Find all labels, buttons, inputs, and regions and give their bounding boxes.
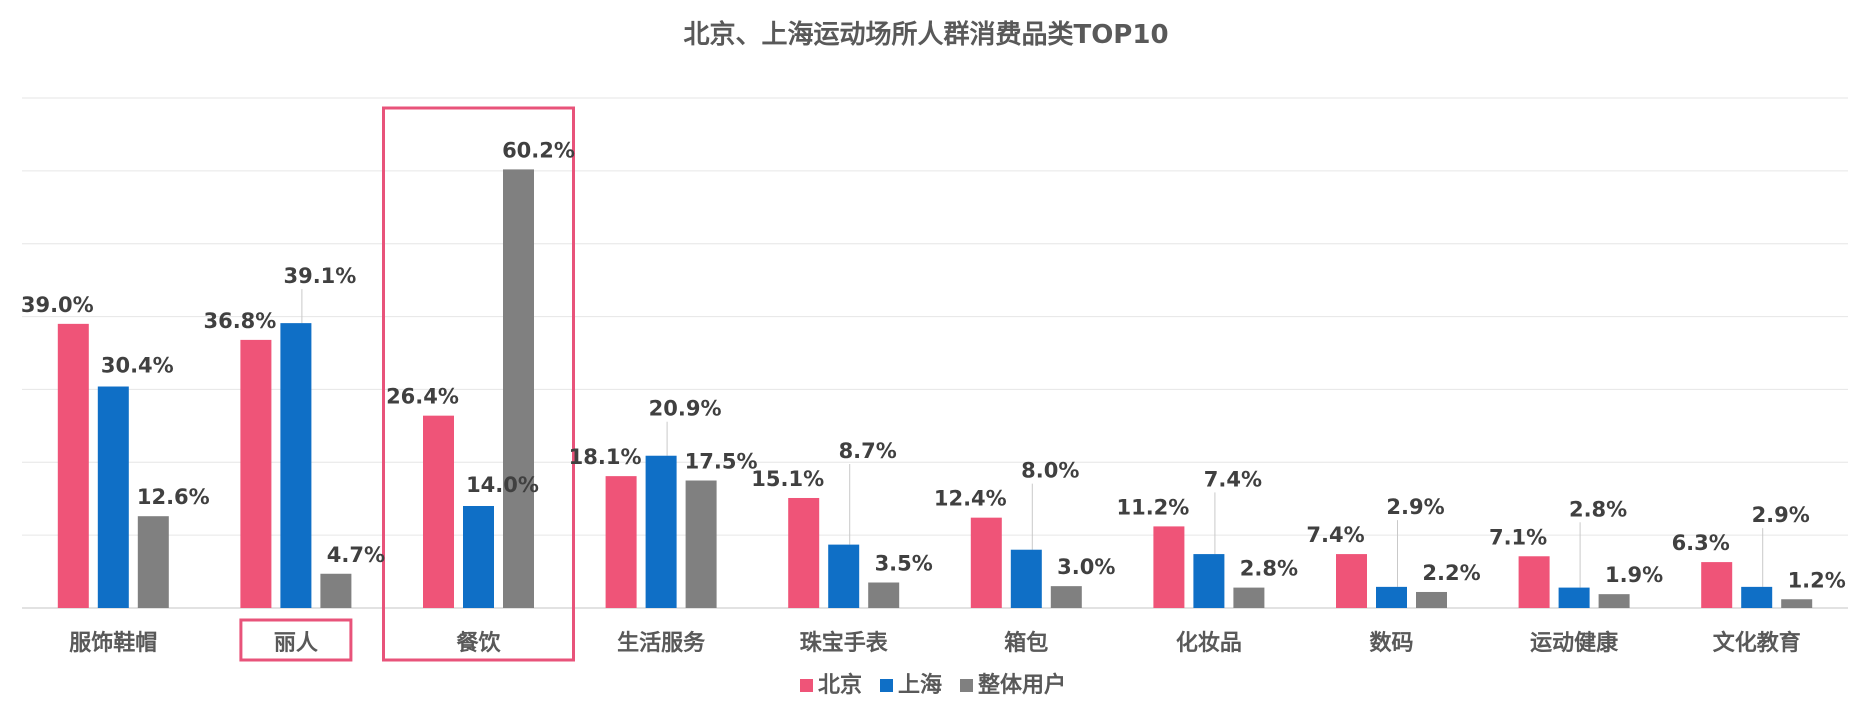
bar-北京-数码 (1336, 554, 1367, 608)
bar-整体用户-珠宝手表 (868, 582, 900, 608)
bar-上海-化妆品 (1193, 554, 1225, 608)
highlight-box-label (239, 618, 353, 662)
category-labels: 服饰鞋帽 丽人 餐饮 生活服务 珠宝手表 箱包 化妆品 数码 运动健康 文化教育 (69, 630, 1800, 656)
value-label: 39.1% (283, 264, 356, 288)
value-label: 39.0% (21, 293, 94, 317)
value-label: 3.0% (1057, 555, 1115, 579)
bar-整体用户-数码 (1416, 591, 1447, 608)
bar-上海-生活服务 (645, 455, 677, 608)
bar-整体用户-餐饮 (503, 169, 534, 608)
value-label: 1.2% (1788, 568, 1846, 592)
bar-上海-数码 (1376, 586, 1407, 608)
category-label: 文化教育 (1713, 630, 1801, 656)
value-labels: 39.0% 30.4% 12.6% 36.8% 39.1% 4.7% 26.4% 14.0% 6… (21, 138, 1846, 592)
value-label: 12.4% (934, 487, 1007, 511)
category-label: 化妆品 (1176, 630, 1242, 656)
value-label: 2.2% (1422, 561, 1480, 585)
bar-北京-珠宝手表 (788, 497, 820, 608)
category-label: 餐饮 (456, 631, 501, 656)
value-label: 30.4% (101, 354, 174, 378)
bar-北京-运动健康 (1518, 556, 1550, 608)
bar-北京-文化教育 (1701, 562, 1733, 608)
bar-整体用户-箱包 (1050, 586, 1082, 608)
bar-北京-化妆品 (1153, 526, 1185, 608)
bar-上海-服饰鞋帽 (97, 386, 129, 608)
bar-上海-箱包 (1010, 549, 1042, 608)
value-label: 12.6% (137, 485, 210, 509)
bar-上海-运动健康 (1558, 587, 1590, 608)
category-label: 服饰鞋帽 (69, 630, 157, 656)
bar-北京-生活服务 (605, 476, 637, 608)
bar-北京-箱包 (970, 517, 1002, 608)
value-label: 8.0% (1021, 459, 1079, 483)
value-label: 8.7% (839, 439, 897, 463)
bar-北京-餐饮 (423, 415, 454, 608)
value-label: 2.9% (1386, 495, 1444, 519)
value-label: 7.4% (1204, 467, 1262, 491)
bar-上海-文化教育 (1741, 586, 1773, 608)
legend-label: 整体用户 (978, 672, 1066, 698)
bar-上海-珠宝手表 (828, 544, 860, 608)
value-label: 11.2% (1116, 495, 1189, 519)
value-label: 6.3% (1672, 531, 1730, 555)
category-label: 运动健康 (1530, 630, 1619, 656)
bar-整体用户-化妆品 (1233, 587, 1265, 608)
value-label: 60.2% (502, 138, 575, 162)
value-label: 3.5% (875, 552, 933, 576)
category-label: 珠宝手表 (800, 630, 889, 656)
value-label: 26.4% (386, 385, 459, 409)
bar-整体用户-文化教育 (1781, 599, 1813, 608)
category-label: 生活服务 (617, 631, 706, 656)
value-label: 2.8% (1569, 497, 1627, 521)
chart-title: 北京、上海运动场所人群消费品类TOP10 (683, 19, 1168, 50)
value-label: 4.7% (327, 543, 385, 567)
category-label: 丽人 (274, 631, 318, 656)
bar-整体用户-运动健康 (1598, 594, 1630, 608)
bars (57, 169, 1813, 608)
label-leader-lines (301, 289, 1764, 588)
value-label: 2.8% (1240, 557, 1298, 581)
bar-整体用户-服饰鞋帽 (137, 516, 169, 608)
highlight-box-tall (382, 106, 575, 662)
value-label: 14.0% (466, 473, 539, 497)
bar-整体用户-丽人 (320, 573, 352, 608)
value-label: 18.1% (569, 445, 642, 469)
value-label: 7.4% (1306, 523, 1364, 547)
value-label: 7.1% (1489, 525, 1547, 549)
gridlines (22, 97, 1848, 609)
value-label: 1.9% (1605, 563, 1663, 587)
legend-swatch-整体用户 (960, 679, 973, 692)
bar-北京-服饰鞋帽 (57, 323, 89, 608)
legend-swatch-上海 (880, 679, 893, 692)
value-label: 15.1% (751, 467, 824, 491)
legend-label: 北京 (818, 672, 862, 698)
category-label: 箱包 (1004, 630, 1048, 656)
value-label: 20.9% (649, 397, 722, 421)
value-label: 17.5% (685, 450, 758, 474)
category-label: 数码 (1369, 630, 1413, 656)
legend: 北京 上海 整体用户 (800, 672, 1066, 698)
value-label: 2.9% (1752, 503, 1810, 527)
bar-上海-丽人 (280, 323, 312, 608)
legend-swatch-北京 (800, 679, 813, 692)
bar-北京-丽人 (240, 339, 272, 608)
bar-整体用户-生活服务 (685, 480, 717, 608)
highlight-boxes (239, 106, 575, 662)
legend-label: 上海 (898, 672, 942, 698)
bar-上海-餐饮 (463, 506, 494, 608)
value-label: 36.8% (203, 309, 276, 333)
